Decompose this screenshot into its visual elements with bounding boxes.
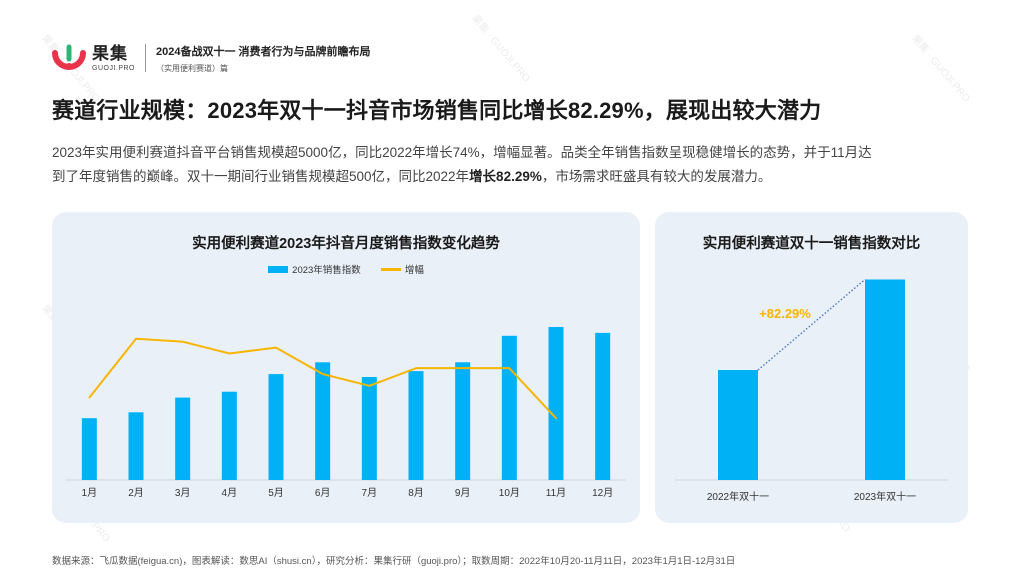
sales-index-bar <box>221 391 237 480</box>
sales-index-bar <box>315 362 331 480</box>
summary-line-2: 到了年度销售的巅峰。双十一期间行业销售规模超500亿，同比2022年增长82.2… <box>52 165 972 189</box>
logo-text: 果集 GUOJI.PRO <box>92 45 135 72</box>
sales-index-bar <box>128 412 144 480</box>
monthly-trend-panel: 实用便利赛道2023年抖音月度销售指数变化趋势 2023年销售指数 增幅 1月 2… <box>52 212 640 523</box>
legend-item-growth: 增幅 <box>380 262 424 276</box>
x-tick-label: 11月 <box>546 487 566 499</box>
legend-item-sales-index: 2023年销售指数 <box>268 262 361 276</box>
data-source-note: 数据来源：飞瓜数据(feigua.cn)，图表解读：数思AI（shusi.cn）… <box>52 556 736 567</box>
x-tick-label: 9月 <box>455 487 471 499</box>
growth-point <box>555 417 557 419</box>
summary-highlight: 增长82.29% <box>469 169 542 184</box>
growth-point <box>275 346 277 349</box>
summary-text: ，市场需求旺盛具有较大的发展潜力。 <box>541 169 772 184</box>
sales-index-bar <box>361 377 377 480</box>
page-title: 赛道行业规模：2023年双十一抖音市场销售同比增长82.29%，展现出较大潜力 <box>52 98 822 123</box>
growth-annotation: +82.29% <box>759 306 811 321</box>
legend-label: 增幅 <box>404 265 424 276</box>
compare-chart-title: 实用便利赛道双十一销售指数对比 <box>702 236 921 252</box>
sales-index-bar <box>548 326 564 480</box>
report-title: 2024备战双十一 消费者行为与品牌前瞻布局 <box>156 45 371 58</box>
sales-index-bar <box>175 397 191 480</box>
growth-point <box>368 385 371 387</box>
monthly-chart-title: 实用便利赛道2023年抖音月度销售指数变化趋势 <box>192 236 500 252</box>
summary-line-1: 2023年实用便利赛道抖音平台销售规模超5000亿，同比2022年增长74%，增… <box>52 145 872 160</box>
header-titles: 2024备战双十一 消费者行为与品牌前瞻布局 （实用便利赛道）篇 <box>156 43 371 74</box>
x-tick-label: 5月 <box>268 487 284 499</box>
growth-point <box>181 340 184 343</box>
logo-domain: GUOJI.PRO <box>92 64 136 72</box>
x-tick-label: 6月 <box>315 487 331 499</box>
growth-point <box>415 367 417 369</box>
x-tick-label: 3月 <box>175 487 191 499</box>
summary-paragraph: 2023年实用便利赛道抖音平台销售规模超5000亿，同比2022年增长74%，增… <box>52 141 972 189</box>
chart-legend: 2023年销售指数 增幅 <box>52 262 640 276</box>
report-header: 果集 GUOJI.PRO 2024备战双十一 消费者行为与品牌前瞻布局 （实用便… <box>52 38 371 78</box>
watermark: 果集 · GUOJI.PRO <box>469 13 532 85</box>
double11-bar <box>865 279 905 480</box>
x-tick-label: 4月 <box>222 487 238 499</box>
growth-point <box>461 367 464 369</box>
legend-label: 2023年销售指数 <box>292 265 361 276</box>
sales-index-bar <box>81 418 97 480</box>
sales-index-bar <box>501 335 517 480</box>
x-tick-label: 12月 <box>592 487 613 499</box>
legend-bar-swatch <box>268 265 289 273</box>
x-tick-label: 10月 <box>499 487 520 499</box>
growth-point <box>135 337 137 340</box>
x-tick-label: 1月 <box>82 487 98 499</box>
x-tick-label: 2月 <box>128 487 144 499</box>
watermark: 果集 · GUOJI.PRO <box>909 33 972 105</box>
x-tick-label: 2023年双十一 <box>854 490 916 503</box>
sales-index-bar <box>595 332 611 480</box>
logo-name: 果集 <box>92 43 128 63</box>
legend-line-swatch <box>380 267 401 271</box>
guoji-logo-icon <box>52 41 86 75</box>
sales-index-bar <box>268 374 284 480</box>
summary-text: 到了年度销售的巅峰。双十一期间行业销售规模超500亿，同比2022年 <box>52 169 470 184</box>
double11-compare-chart: 2022年双十一 2023年双十一 +82.29% <box>675 278 948 503</box>
double11-compare-panel: 实用便利赛道双十一销售指数对比 2022年双十一 2023年双十一 +82.29% <box>655 212 968 523</box>
header-divider <box>145 44 147 72</box>
growth-point <box>228 352 231 355</box>
report-subtitle: （实用便利赛道）篇 <box>156 63 229 73</box>
growth-trend-line <box>757 278 866 371</box>
sales-index-bar <box>455 362 471 480</box>
x-tick-label: 2022年双十一 <box>707 490 769 503</box>
growth-point <box>508 367 511 369</box>
x-tick-label: 7月 <box>362 487 378 499</box>
monthly-bar-line-chart: 1月 2月 3月 4月 5月 6月 7月 8月 9月 10月 11月 12月 <box>66 326 626 499</box>
double11-bar <box>718 370 758 480</box>
growth-point <box>88 396 91 399</box>
sales-index-bar <box>408 371 424 480</box>
x-tick-label: 8月 <box>408 487 424 499</box>
growth-point <box>321 373 324 375</box>
